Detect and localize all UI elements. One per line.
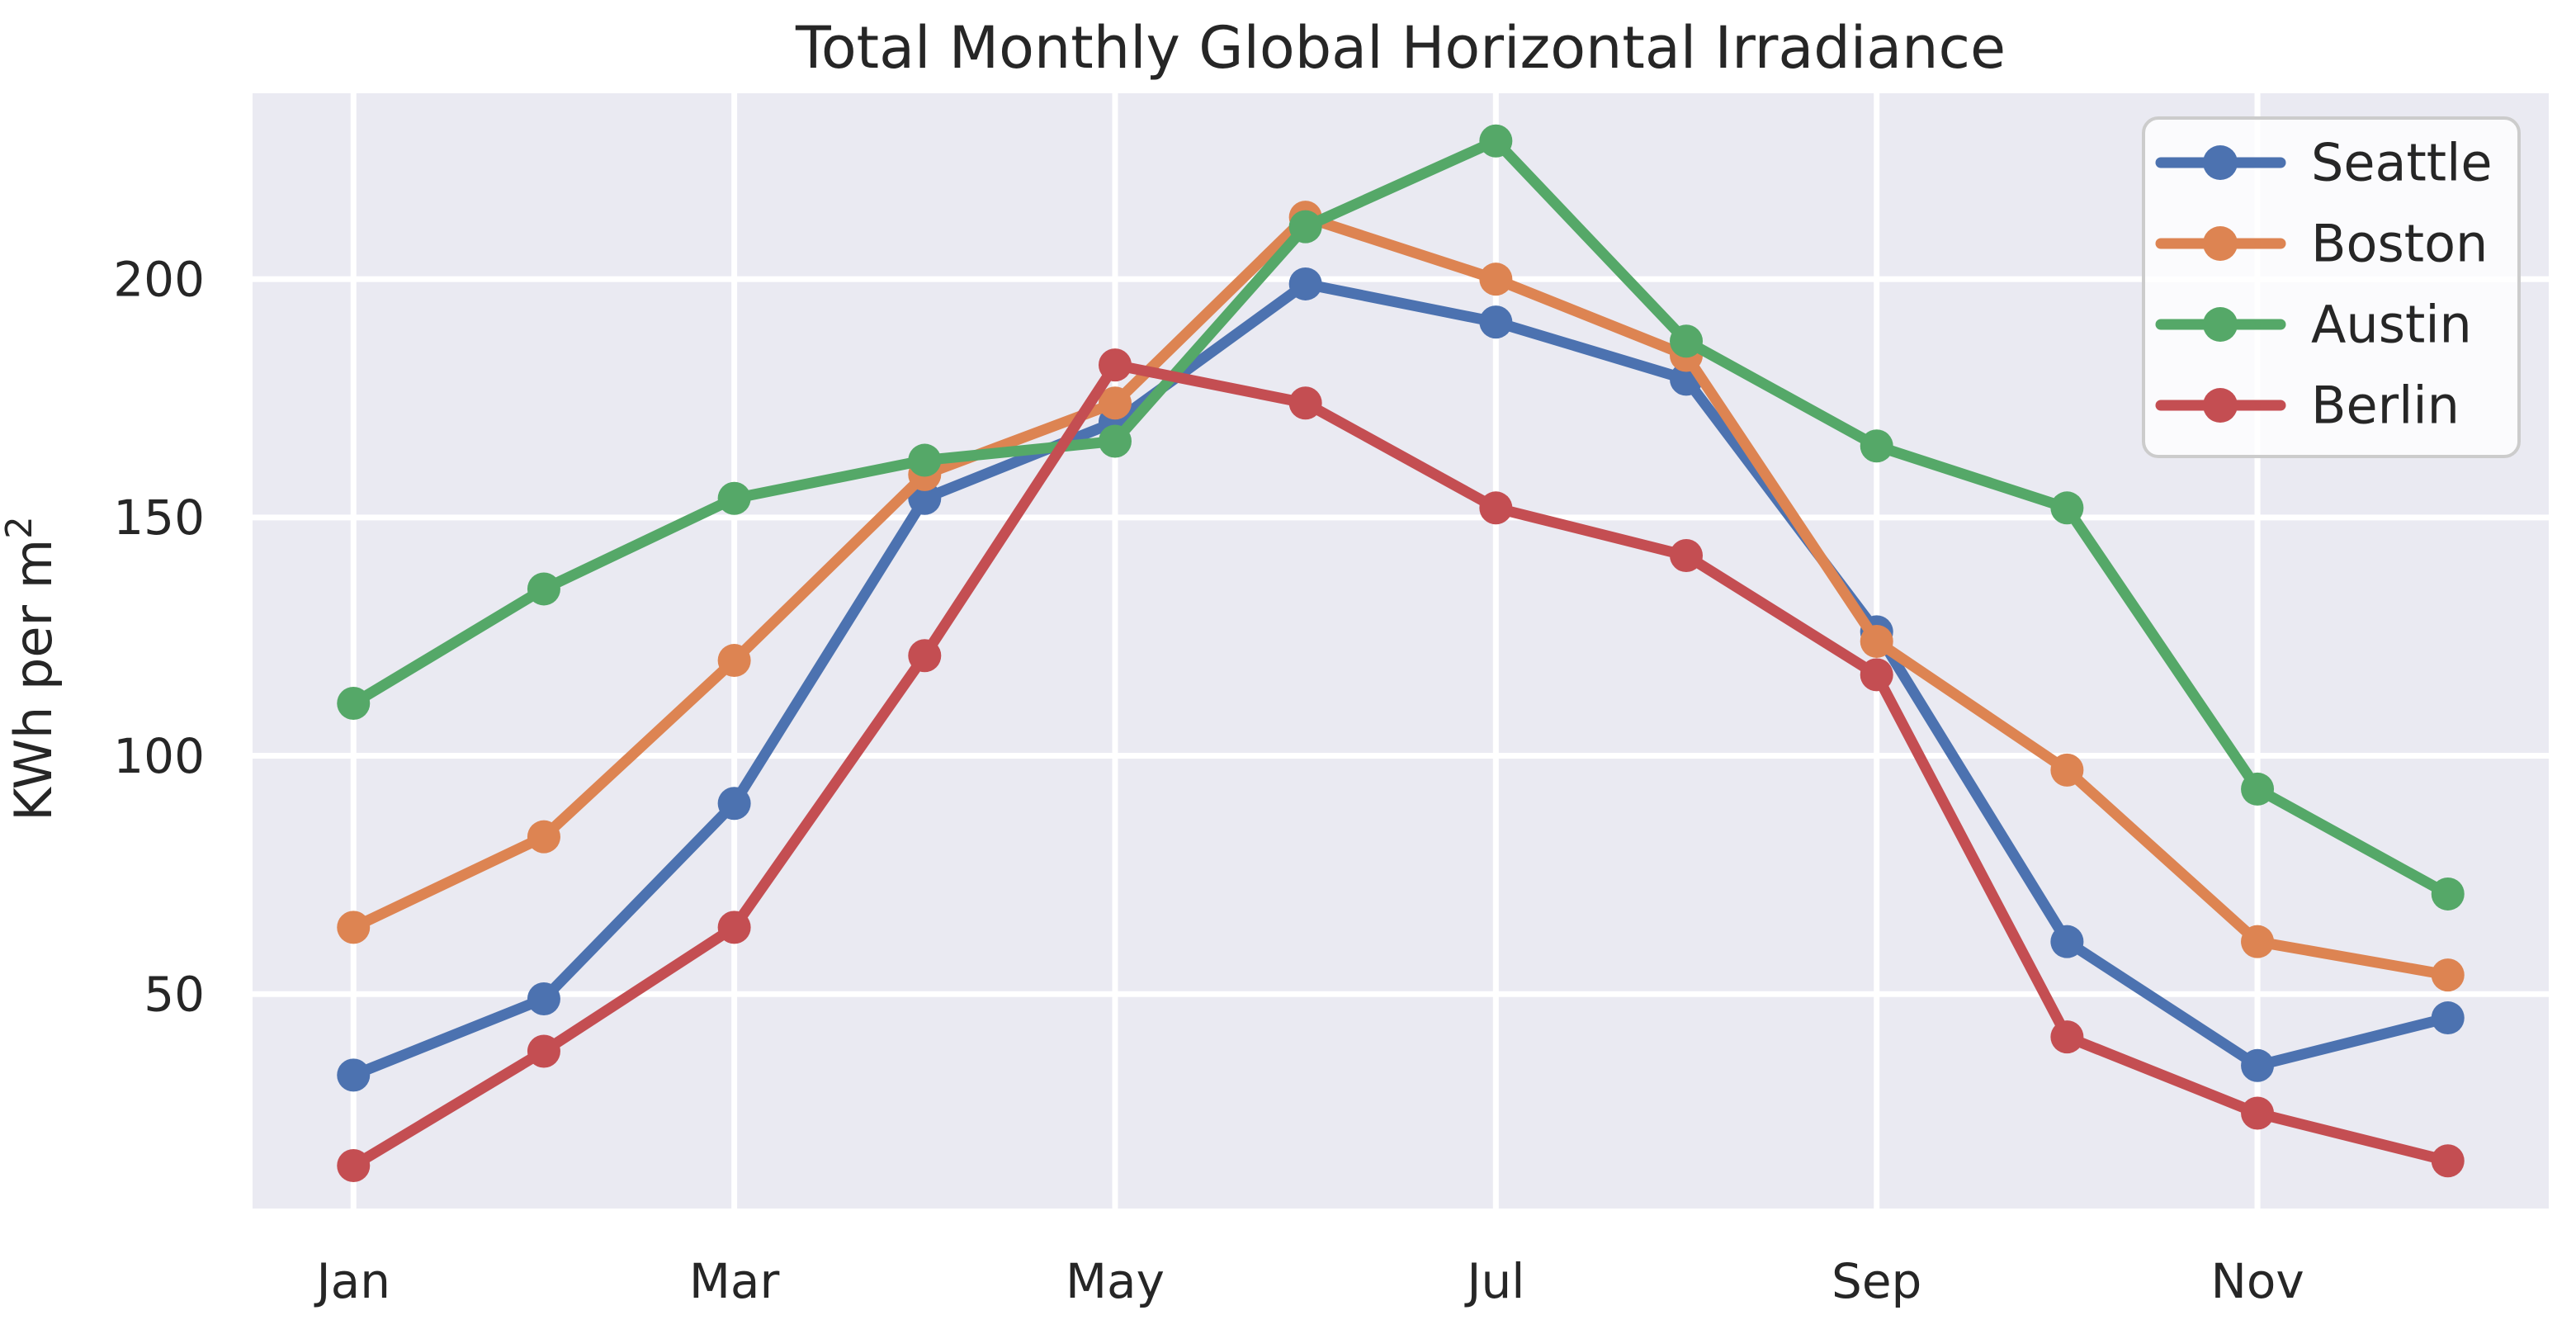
legend-label-austin: Austin: [2311, 295, 2472, 355]
data-point-berlin-oct: [2050, 1020, 2084, 1054]
data-point-berlin-mar: [717, 911, 751, 944]
data-point-seattle-apr: [908, 481, 942, 515]
data-point-austin-dec: [2431, 877, 2465, 911]
legend-label-boston: Boston: [2311, 214, 2488, 274]
series-line-seattle: [347, 278, 2454, 1081]
data-point-boston-mar: [717, 644, 751, 678]
series-line-boston: [347, 211, 2454, 981]
y-axis-label-exponent: 2: [0, 516, 40, 539]
data-point-berlin-apr: [908, 639, 942, 673]
data-point-berlin-sep: [1860, 658, 1893, 692]
data-point-austin-jun: [1288, 210, 1322, 244]
x-tick-label: Nov: [2210, 1253, 2304, 1309]
legend-marker-berlin: [2203, 388, 2238, 423]
data-point-berlin-jun: [1288, 386, 1322, 420]
legend-marker-boston: [2203, 226, 2238, 261]
data-point-boston-jul: [1479, 263, 1513, 296]
data-point-boston-nov: [2241, 925, 2275, 958]
data-point-boston-jan: [337, 911, 371, 944]
y-axis-label-base: KWh per m: [3, 539, 64, 821]
data-point-seattle-jun: [1288, 267, 1322, 300]
data-point-seattle-dec: [2431, 1001, 2465, 1035]
legend-label-berlin: Berlin: [2311, 376, 2460, 436]
data-point-austin-sep: [1860, 429, 1893, 463]
data-point-austin-jul: [1479, 124, 1513, 158]
data-point-austin-oct: [2050, 491, 2084, 525]
legend-marker-austin: [2203, 307, 2238, 342]
data-point-berlin-nov: [2241, 1096, 2275, 1130]
data-point-boston-may: [1098, 386, 1132, 420]
legend-box: [2142, 116, 2521, 458]
data-point-boston-feb: [527, 820, 560, 854]
y-axis-label: KWh per m2: [0, 516, 64, 821]
data-point-seattle-feb: [527, 982, 560, 1015]
data-point-austin-aug: [1670, 324, 1704, 358]
data-point-berlin-dec: [2431, 1144, 2465, 1178]
legend-label-seattle: Seattle: [2311, 133, 2492, 193]
y-tick-label: 100: [113, 728, 205, 784]
y-tick-label: 150: [113, 490, 205, 546]
data-point-berlin-jul: [1479, 491, 1513, 525]
data-point-boston-oct: [2050, 753, 2084, 787]
data-point-austin-feb: [527, 572, 560, 606]
data-point-berlin-aug: [1670, 539, 1704, 573]
data-point-seattle-mar: [717, 787, 751, 821]
data-point-seattle-nov: [2241, 1048, 2275, 1082]
data-point-austin-mar: [717, 481, 751, 515]
data-point-austin-jan: [337, 687, 371, 721]
x-tick-label: Jul: [1464, 1253, 1524, 1309]
x-tick-label: Mar: [689, 1253, 780, 1309]
data-point-berlin-jan: [337, 1149, 371, 1183]
data-point-seattle-jul: [1479, 305, 1513, 339]
data-point-berlin-may: [1098, 348, 1132, 382]
legend-marker-seattle: [2203, 145, 2238, 180]
data-point-berlin-feb: [527, 1034, 560, 1068]
data-point-austin-may: [1098, 424, 1132, 458]
data-point-boston-sep: [1860, 624, 1893, 658]
y-tick-label: 200: [113, 251, 205, 307]
data-point-seattle-oct: [2050, 925, 2084, 958]
y-tick-label: 50: [144, 966, 205, 1022]
data-point-seattle-jan: [337, 1058, 371, 1092]
data-point-boston-dec: [2431, 958, 2465, 992]
series-line-austin: [347, 135, 2454, 900]
series-line-berlin: [347, 359, 2454, 1171]
x-tick-label: Jan: [314, 1253, 390, 1309]
data-point-austin-apr: [908, 443, 942, 477]
x-tick-label: May: [1066, 1253, 1165, 1309]
x-tick-label: Sep: [1832, 1253, 1921, 1309]
chart-title: Total Monthly Global Horizontal Irradian…: [795, 14, 2006, 82]
data-point-austin-nov: [2241, 772, 2275, 806]
